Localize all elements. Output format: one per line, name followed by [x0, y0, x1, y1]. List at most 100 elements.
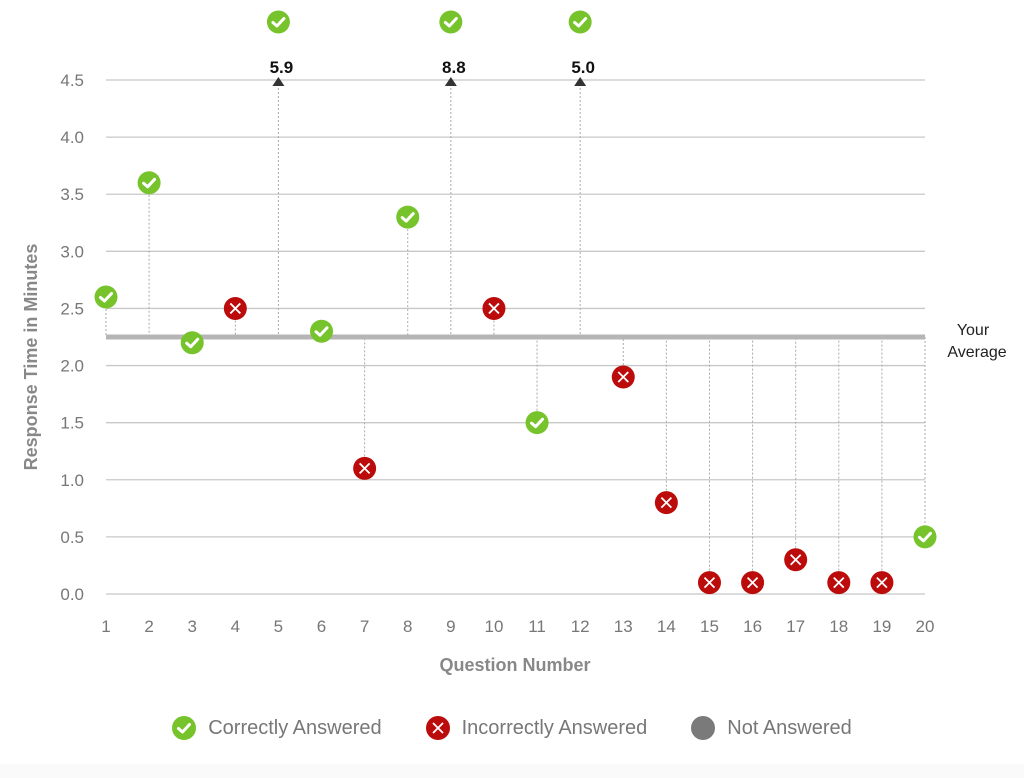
legend: Correctly Answered Incorrectly Answered …: [0, 716, 1024, 740]
check-icon: [918, 531, 932, 543]
offscale-value-label: 8.8: [442, 58, 466, 77]
check-icon: [142, 177, 157, 189]
correct-point: [525, 411, 549, 435]
x-tick-label: 17: [786, 617, 805, 636]
grey-circle-icon: [691, 716, 716, 740]
x-tick-label: 7: [360, 617, 369, 636]
check-icon: [314, 326, 329, 337]
y-tick-label: 1.0: [60, 471, 84, 490]
x-icon: [746, 576, 759, 589]
offscale-arrow: [272, 77, 285, 86]
incorrect-point: [654, 491, 678, 515]
x-icon: [358, 462, 371, 474]
x-tick-label: 14: [657, 617, 676, 636]
legend-not-answered-label: Not Answered: [727, 716, 852, 739]
y-tick-labels: 0.0 0.5 1.0 1.5 2.0 2.5 3.0 3.5 4.0 4.5: [60, 71, 84, 604]
point-circle: [568, 10, 592, 34]
y-tick-label: 0.5: [60, 528, 84, 547]
x-tick-label: 18: [829, 617, 848, 636]
legend-not-answered: Not Answered: [691, 716, 852, 740]
incorrect-point: [741, 571, 765, 595]
correct-point: [568, 10, 592, 34]
x-icon: [790, 554, 802, 566]
legend-incorrect: Incorrectly Answered: [425, 716, 648, 740]
x-icon: [703, 576, 716, 589]
x-tick-label: 15: [700, 617, 719, 636]
correct-point: [439, 10, 463, 34]
x-tick-label: 9: [446, 617, 455, 636]
x-icon: [488, 302, 500, 315]
check-circle-icon: [172, 716, 197, 740]
check-icon: [443, 17, 458, 28]
data-points: 5.9 8.8 5.0: [94, 10, 937, 595]
footer-band: [0, 764, 1024, 778]
x-tick-label: 11: [528, 617, 546, 636]
x-tick-label: 16: [743, 617, 762, 636]
y-tick-label: 0.0: [60, 585, 84, 604]
correct-point: [137, 171, 161, 195]
correct-point: [266, 10, 290, 34]
x-tick-label: 13: [614, 617, 633, 636]
correct-point: [396, 205, 420, 229]
check-icon: [185, 337, 200, 349]
point-circle: [310, 319, 334, 343]
point-circle: [180, 331, 204, 355]
x-tick-label: 1: [101, 617, 110, 636]
y-tick-label: 2.5: [60, 299, 84, 318]
check-icon: [530, 417, 545, 429]
average-label-line2: Average: [947, 344, 1006, 361]
incorrect-point: [784, 548, 808, 572]
x-tick-label: 3: [187, 617, 196, 636]
incorrect-point: [827, 571, 851, 595]
incorrect-point: [482, 296, 506, 320]
y-tick-label: 3.5: [60, 185, 84, 204]
point-circle: [913, 525, 937, 549]
incorrect-point: [697, 571, 721, 595]
check-icon: [271, 17, 286, 28]
offscale-value-label: 5.9: [270, 58, 294, 77]
x-tick-label: 6: [317, 617, 326, 636]
x-icon: [660, 496, 673, 509]
point-circle: [525, 411, 549, 435]
y-tick-label: 4.5: [60, 71, 84, 90]
offscale-arrow: [444, 77, 457, 86]
legend-incorrect-label: Incorrectly Answered: [461, 716, 648, 739]
incorrect-point: [353, 456, 377, 480]
legend-correct-label: Correctly Answered: [208, 716, 382, 739]
point-circle: [266, 10, 290, 34]
x-icon: [876, 576, 888, 589]
y-tick-label: 3.0: [60, 242, 84, 261]
offscale-value-label: 5.0: [571, 58, 595, 77]
x-tick-label: 19: [872, 617, 891, 636]
incorrect-point: [223, 296, 247, 320]
x-circle-icon: [425, 716, 450, 740]
average-label-line1: Your: [957, 322, 990, 339]
correct-point: [180, 331, 204, 355]
x-tick-labels: 1 2 3 4 5 6 7 8 9 10 11 12 13 14 15 16 17 18 19 20: [101, 617, 934, 636]
check-icon: [573, 17, 588, 28]
x-icon: [229, 302, 241, 315]
check-icon: [99, 292, 113, 303]
incorrect-point: [611, 365, 635, 389]
x-tick-label: 4: [231, 617, 240, 636]
offscale-arrow: [574, 77, 587, 86]
x-tick-label: 10: [484, 617, 503, 636]
x-tick-label: 12: [571, 617, 590, 636]
correct-point: [913, 525, 937, 549]
x-tick-label: 2: [144, 617, 153, 636]
y-tick-label: 4.0: [60, 128, 84, 147]
incorrect-point: [870, 571, 894, 595]
check-icon: [400, 212, 415, 223]
legend-correct: Correctly Answered: [172, 716, 382, 740]
correct-point: [310, 319, 334, 343]
stems: [105, 80, 926, 583]
y-tick-label: 2.0: [60, 357, 84, 376]
x-tick-label: 5: [274, 617, 283, 636]
point-circle: [396, 205, 420, 229]
point-circle: [94, 285, 118, 309]
correct-point: [94, 285, 118, 309]
x-icon: [617, 371, 629, 383]
x-axis-title: Question Number: [439, 655, 590, 675]
y-axis-title: Response Time in Minutes: [21, 244, 41, 471]
